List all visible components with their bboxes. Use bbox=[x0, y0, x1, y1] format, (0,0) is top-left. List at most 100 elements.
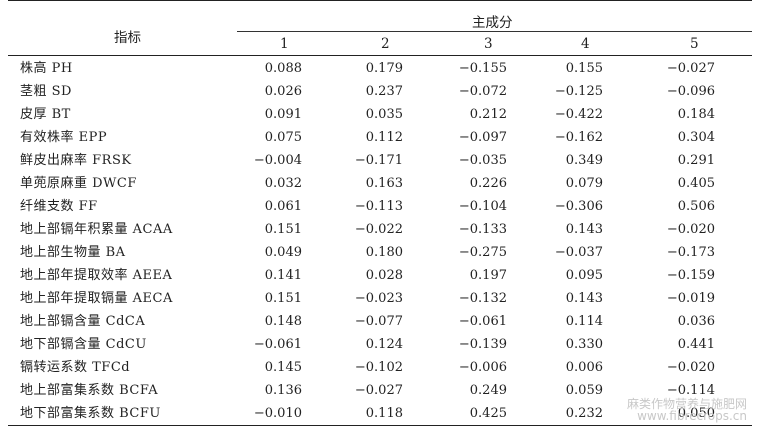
header-bottom-rule bbox=[8, 55, 752, 56]
table-row: 纤维支数 FF 0.061 −0.113 −0.104 −0.306 0.506 bbox=[0, 195, 761, 218]
cell-component-4: 0.232 bbox=[565, 406, 603, 421]
table-row: 镉转运系数 TFCd 0.145 −0.102 −0.006 0.006 −0.020 bbox=[0, 356, 761, 379]
cell-component-2: 0.028 bbox=[365, 268, 403, 283]
cell-component-3: −0.097 bbox=[458, 130, 507, 145]
cell-component-2: 0.124 bbox=[365, 337, 403, 352]
row-label: 地上部镉年积累量 ACAA bbox=[20, 222, 173, 237]
cell-component-4: −0.125 bbox=[554, 84, 603, 99]
cell-component-1: 0.136 bbox=[264, 383, 302, 398]
cell-component-4: −0.422 bbox=[554, 107, 603, 122]
cell-component-3: 0.226 bbox=[469, 176, 507, 191]
cell-component-2: 0.237 bbox=[365, 84, 403, 99]
table-row: 地下部富集系数 BCFU −0.010 0.118 0.425 0.232 0.050 bbox=[0, 402, 761, 425]
cell-component-2: 0.163 bbox=[365, 176, 403, 191]
cell-component-3: −0.155 bbox=[458, 61, 507, 76]
cell-component-5: 0.184 bbox=[677, 107, 715, 122]
row-label: 地上部生物量 BA bbox=[20, 245, 126, 260]
cell-component-5: 0.405 bbox=[677, 176, 715, 191]
cell-component-1: −0.004 bbox=[253, 153, 302, 168]
cell-component-4: −0.306 bbox=[554, 199, 603, 214]
cell-component-2: −0.102 bbox=[354, 360, 403, 375]
cell-component-4: 0.143 bbox=[565, 291, 603, 306]
table-row: 鲜皮出麻率 FRSK −0.004 −0.171 −0.035 0.349 0.291 bbox=[0, 149, 761, 172]
row-label: 单蔸原麻重 DWCF bbox=[20, 176, 137, 191]
row-label: 鲜皮出麻率 FRSK bbox=[20, 153, 132, 168]
cell-component-2: 0.180 bbox=[365, 245, 403, 260]
cell-component-4: −0.037 bbox=[554, 245, 603, 260]
row-label: 有效株率 EPP bbox=[20, 130, 108, 145]
table-bottom-rule bbox=[8, 425, 752, 426]
cell-component-4: 0.330 bbox=[565, 337, 603, 352]
row-label: 株高 PH bbox=[20, 61, 73, 76]
cell-component-1: 0.075 bbox=[264, 130, 302, 145]
row-label: 地下部富集系数 BCFU bbox=[20, 406, 161, 421]
cell-component-5: −0.020 bbox=[666, 360, 715, 375]
row-label: 镉转运系数 TFCd bbox=[20, 360, 131, 375]
header-sub-rule bbox=[237, 31, 752, 32]
cell-component-1: 0.088 bbox=[264, 61, 302, 76]
row-label: 地上部富集系数 BCFA bbox=[20, 383, 159, 398]
table-row: 有效株率 EPP 0.075 0.112 −0.097 −0.162 0.304 bbox=[0, 126, 761, 149]
row-label: 地上部年提取镉量 AECA bbox=[20, 291, 173, 306]
cell-component-5: 0.291 bbox=[677, 153, 715, 168]
table-row: 株高 PH 0.088 0.179 −0.155 0.155 −0.027 bbox=[0, 57, 761, 80]
watermark-line2: www.fibrecrops.cn bbox=[637, 409, 747, 423]
table-row: 地上部镉含量 CdCA 0.148 −0.077 −0.061 0.114 0.036 bbox=[0, 310, 761, 333]
row-label: 地上部年提取效率 AEEA bbox=[20, 268, 173, 283]
table-row: 单蔸原麻重 DWCF 0.032 0.163 0.226 0.079 0.405 bbox=[0, 172, 761, 195]
cell-component-5: 0.050 bbox=[677, 406, 715, 421]
cell-component-3: −0.132 bbox=[458, 291, 507, 306]
table-row: 地上部镉年积累量 ACAA 0.151 −0.022 −0.133 0.143 −0.02… bbox=[0, 218, 761, 241]
cell-component-1: 0.032 bbox=[264, 176, 302, 191]
cell-component-2: −0.022 bbox=[354, 222, 403, 237]
cell-component-2: 0.179 bbox=[365, 61, 403, 76]
cell-component-5: 0.304 bbox=[677, 130, 715, 145]
row-label: 地下部镉含量 CdCU bbox=[20, 337, 147, 352]
cell-component-1: 0.061 bbox=[264, 199, 302, 214]
cell-component-2: 0.035 bbox=[365, 107, 403, 122]
header-component-2: 2 bbox=[381, 36, 390, 52]
cell-component-2: −0.023 bbox=[354, 291, 403, 306]
cell-component-1: 0.049 bbox=[264, 245, 302, 260]
cell-component-1: 0.151 bbox=[264, 291, 302, 306]
table-row: 地上部生物量 BA 0.049 0.180 −0.275 −0.037 −0.173 bbox=[0, 241, 761, 264]
cell-component-4: 0.079 bbox=[565, 176, 603, 191]
cell-component-3: 0.425 bbox=[469, 406, 507, 421]
cell-component-5: 0.506 bbox=[677, 199, 715, 214]
cell-component-4: 0.349 bbox=[565, 153, 603, 168]
row-label: 皮厚 BT bbox=[20, 107, 71, 122]
cell-component-2: −0.171 bbox=[354, 153, 403, 168]
header-component-3: 3 bbox=[484, 36, 493, 52]
cell-component-2: 0.118 bbox=[365, 406, 403, 421]
cell-component-4: 0.114 bbox=[565, 314, 603, 329]
cell-component-5: −0.096 bbox=[666, 84, 715, 99]
cell-component-5: −0.027 bbox=[666, 61, 715, 76]
cell-component-2: 0.112 bbox=[365, 130, 403, 145]
cell-component-1: 0.151 bbox=[264, 222, 302, 237]
watermark-line1: 麻类作物营养与施肥网 bbox=[626, 397, 747, 411]
cell-component-5: −0.019 bbox=[666, 291, 715, 306]
cell-component-2: −0.027 bbox=[354, 383, 403, 398]
cell-component-4: 0.143 bbox=[565, 222, 603, 237]
table-row: 地上部年提取镉量 AECA 0.151 −0.023 −0.132 0.143 −0.01… bbox=[0, 287, 761, 310]
cell-component-4: −0.162 bbox=[554, 130, 603, 145]
cell-component-1: 0.145 bbox=[264, 360, 302, 375]
cell-component-5: −0.173 bbox=[666, 245, 715, 260]
cell-component-5: 0.441 bbox=[677, 337, 715, 352]
header-component-4: 4 bbox=[581, 36, 590, 52]
cell-component-4: 0.059 bbox=[565, 383, 603, 398]
cell-component-3: −0.061 bbox=[458, 314, 507, 329]
header-component-1: 1 bbox=[280, 36, 289, 52]
cell-component-3: −0.006 bbox=[458, 360, 507, 375]
table-row: 皮厚 BT 0.091 0.035 0.212 −0.422 0.184 bbox=[0, 103, 761, 126]
cell-component-4: 0.095 bbox=[565, 268, 603, 283]
cell-component-4: 0.155 bbox=[565, 61, 603, 76]
cell-component-5: −0.020 bbox=[666, 222, 715, 237]
table-top-rule bbox=[8, 0, 752, 1]
row-label: 地上部镉含量 CdCA bbox=[20, 314, 146, 329]
header-component-5: 5 bbox=[690, 36, 699, 52]
cell-component-5: −0.159 bbox=[666, 268, 715, 283]
cell-component-1: 0.091 bbox=[264, 107, 302, 122]
cell-component-3: −0.139 bbox=[458, 337, 507, 352]
cell-component-1: −0.061 bbox=[253, 337, 302, 352]
